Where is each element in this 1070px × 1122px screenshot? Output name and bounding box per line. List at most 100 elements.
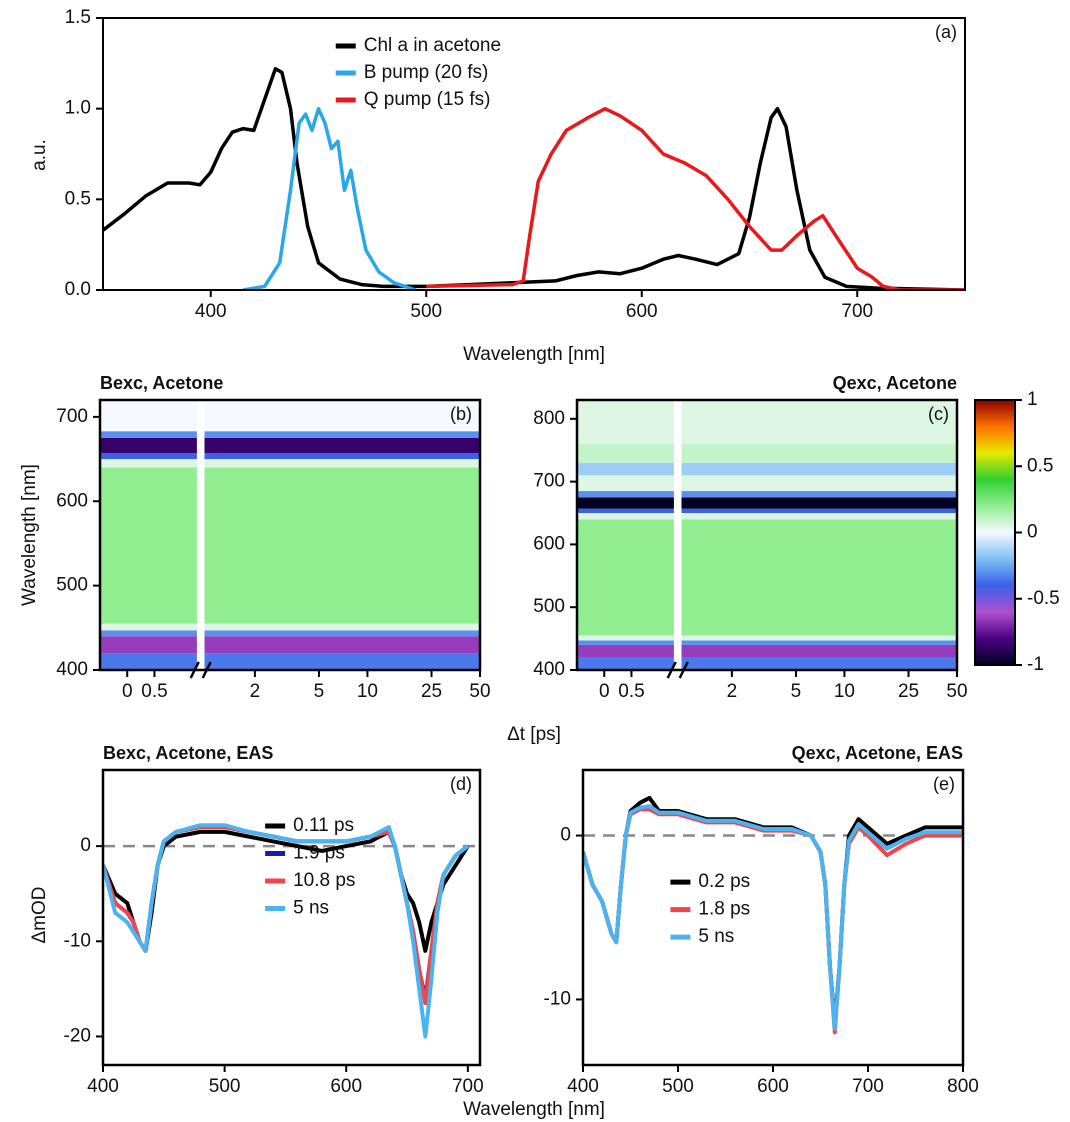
y-axis-label: a.u.: [29, 139, 50, 171]
y-tick-label: 0: [80, 835, 91, 856]
x-tick-label: 600: [330, 1076, 362, 1097]
legend-label: 5 ns: [293, 898, 329, 919]
x-tick-label: 25: [421, 681, 442, 702]
x-tick-label: 5: [314, 681, 325, 702]
y-axis-label: ΔmOD: [29, 886, 50, 943]
y-tick-label: 1.0: [65, 98, 91, 119]
legend-label: Chl a in acetone: [364, 35, 501, 56]
y-tick-label: -20: [64, 1025, 91, 1046]
heatmap-band: [577, 513, 957, 520]
plot-frame: [102, 17, 966, 291]
heatmap-band: [100, 630, 480, 637]
heatmap-band: [577, 657, 957, 670]
x-tick-label: 700: [852, 1076, 884, 1097]
data-line: [583, 807, 963, 1035]
x-axis-label: Wavelength [nm]: [463, 344, 605, 365]
x-tick-label: 2: [727, 681, 738, 702]
data-line: [103, 825, 470, 1001]
heatmap-band: [100, 467, 480, 624]
x-tick-label: 5: [791, 681, 802, 702]
y-tick-label: 800: [533, 408, 565, 429]
x-tick-label: 500: [410, 301, 442, 322]
legend-label: Q pump (15 fs): [364, 89, 491, 110]
data-line: [242, 106, 417, 290]
x-tick-label: 50: [946, 681, 967, 702]
data-line: [103, 823, 470, 1039]
plot-frame: [581, 768, 965, 1067]
heatmap-band: [577, 644, 957, 658]
colorbar-tick-label: 1: [1027, 389, 1038, 410]
y-tick-label: 0.5: [65, 188, 91, 209]
heatmap-band: [577, 635, 957, 641]
x-axis-label: Δt [ps]: [507, 724, 561, 745]
heatmap-band: [577, 475, 957, 492]
axis-break-gap: [196, 400, 205, 670]
y-tick-label: 700: [56, 406, 88, 427]
y-tick-label: 400: [56, 659, 88, 680]
panel-title: Bexc, Acetone, EAS: [103, 743, 273, 763]
y-tick-label: -10: [64, 930, 91, 951]
y-tick-label: 600: [56, 490, 88, 511]
legend-label: 1.9 ps: [293, 843, 345, 864]
x-tick-label: 10: [357, 681, 378, 702]
heatmap-band: [577, 497, 957, 509]
data-line: [426, 106, 965, 290]
data-line: [583, 804, 963, 1031]
heatmap-band: [577, 462, 957, 476]
panel-label: (e): [933, 774, 955, 794]
colorbar-tick-label: 0.5: [1027, 455, 1053, 476]
legend-label: 5 ns: [698, 926, 734, 947]
x-tick-label: 0.5: [141, 681, 167, 702]
heatmap-band: [100, 653, 480, 670]
heatmap-band: [100, 431, 480, 438]
legend-label: 0.11 ps: [293, 815, 354, 836]
y-tick-label: 400: [533, 659, 565, 680]
y-tick-label: 600: [533, 533, 565, 554]
panel-title: Bexc, Acetone: [100, 373, 223, 393]
x-tick-label: 500: [662, 1076, 694, 1097]
x-axis-label: Wavelength [nm]: [463, 1099, 605, 1120]
x-tick-label: 400: [567, 1076, 599, 1097]
x-tick-label: 400: [195, 301, 227, 322]
x-tick-label: 700: [841, 301, 873, 322]
x-tick-label: 600: [757, 1076, 789, 1097]
y-tick-label: 500: [56, 575, 88, 596]
y-tick-label: -10: [544, 988, 571, 1009]
plot-frame: [575, 398, 959, 672]
legend-label: 10.8 ps: [293, 870, 355, 891]
colorbar: [974, 399, 1016, 666]
x-tick-label: 25: [898, 681, 919, 702]
x-tick-label: 2: [250, 681, 261, 702]
legend-label: 1.8 ps: [698, 899, 750, 920]
heatmap-band: [577, 508, 957, 514]
x-tick-label: 400: [87, 1076, 119, 1097]
colorbar-tick-label: -0.5: [1027, 588, 1060, 609]
heatmap-band: [100, 459, 480, 468]
heatmap-band: [577, 400, 957, 444]
x-tick-label: 500: [209, 1076, 241, 1097]
x-tick-label: 800: [947, 1076, 979, 1097]
heatmap-band: [577, 640, 957, 645]
y-axis-label: Wavelength [nm]: [19, 464, 40, 606]
y-tick-label: 700: [533, 471, 565, 492]
x-tick-label: 600: [626, 301, 658, 322]
heatmap-band: [100, 453, 480, 460]
x-tick-label: 700: [452, 1076, 484, 1097]
axis-break-gap: [673, 400, 682, 670]
x-tick-label: 0: [599, 681, 610, 702]
panel-label: (a): [935, 22, 957, 42]
colorbar-tick-label: 0: [1027, 522, 1038, 543]
heatmap-band: [577, 491, 957, 498]
heatmap-band: [577, 443, 957, 463]
x-tick-label: 0.5: [618, 681, 644, 702]
panel-title: Qexc, Acetone: [833, 373, 957, 393]
y-tick-label: 500: [533, 596, 565, 617]
heatmap-band: [100, 623, 480, 631]
data-line: [103, 67, 965, 290]
panel-label: (c): [928, 404, 949, 424]
heatmap-band: [577, 519, 957, 636]
panel-title: Qexc, Acetone, EAS: [792, 743, 963, 763]
legend-label: B pump (20 fs): [364, 62, 489, 83]
x-tick-label: 50: [469, 681, 490, 702]
heatmap-band: [100, 636, 480, 654]
